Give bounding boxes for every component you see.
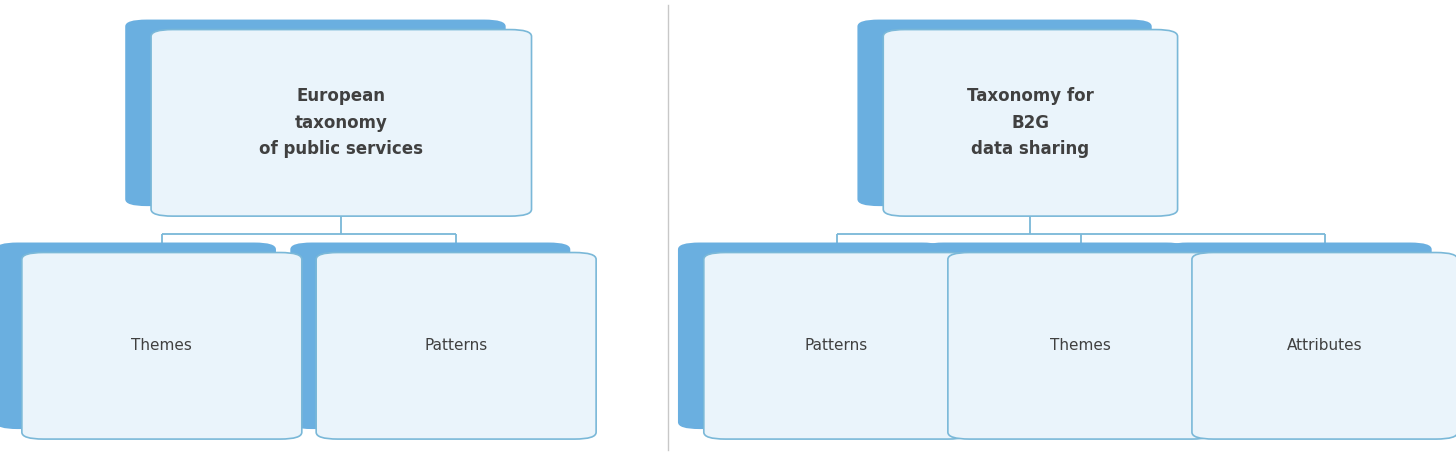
FancyBboxPatch shape — [22, 253, 301, 439]
FancyBboxPatch shape — [151, 30, 531, 216]
FancyBboxPatch shape — [858, 20, 1152, 206]
FancyBboxPatch shape — [884, 30, 1178, 216]
Text: Taxonomy for
B2G
data sharing: Taxonomy for B2G data sharing — [967, 87, 1093, 158]
FancyBboxPatch shape — [125, 20, 505, 206]
FancyBboxPatch shape — [1166, 243, 1431, 429]
FancyBboxPatch shape — [1192, 253, 1456, 439]
FancyBboxPatch shape — [948, 253, 1213, 439]
FancyBboxPatch shape — [922, 243, 1188, 429]
Text: European
taxonomy
of public services: European taxonomy of public services — [259, 87, 424, 158]
Text: Themes: Themes — [1050, 339, 1111, 353]
FancyBboxPatch shape — [0, 243, 277, 429]
FancyBboxPatch shape — [703, 253, 970, 439]
Text: Patterns: Patterns — [805, 339, 868, 353]
FancyBboxPatch shape — [316, 253, 596, 439]
Text: Patterns: Patterns — [425, 339, 488, 353]
FancyBboxPatch shape — [290, 243, 571, 429]
FancyBboxPatch shape — [678, 243, 943, 429]
Text: Themes: Themes — [131, 339, 192, 353]
Text: Attributes: Attributes — [1287, 339, 1363, 353]
